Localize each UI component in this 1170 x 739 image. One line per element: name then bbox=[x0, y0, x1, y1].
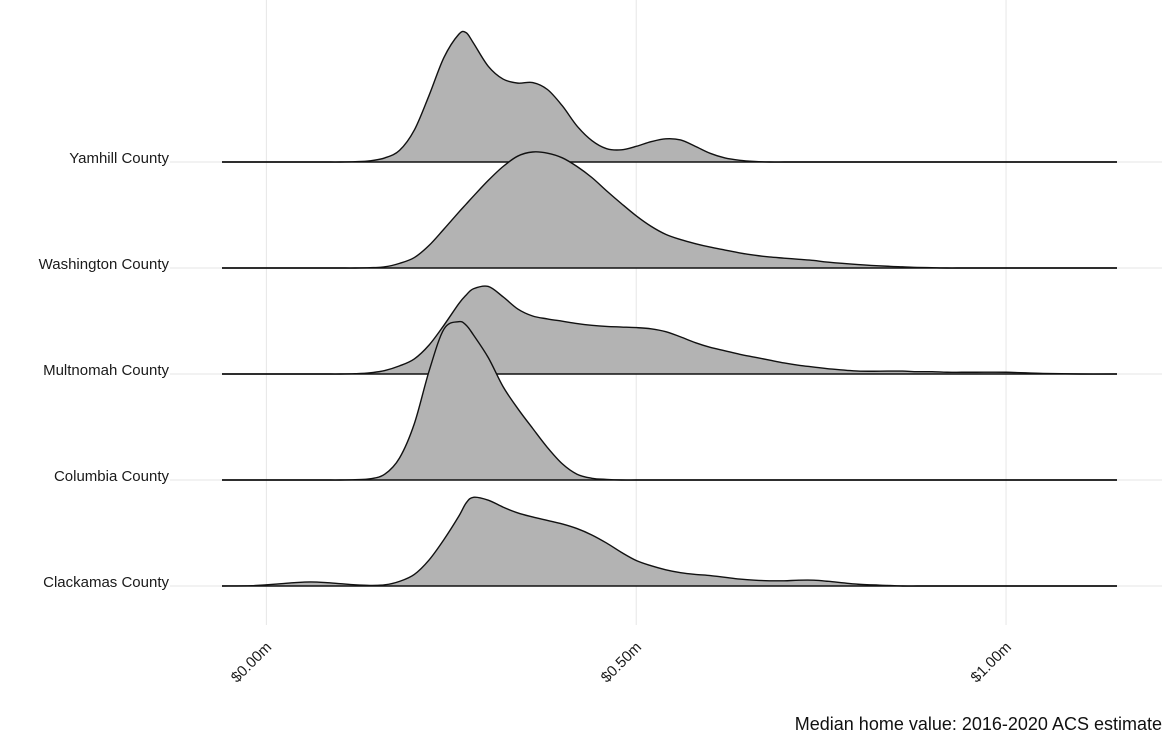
ridge-fill-washington-county bbox=[222, 151, 1117, 269]
ridge-multnomah-county bbox=[221, 285, 1118, 375]
density-ridges bbox=[221, 30, 1118, 587]
ridge-fill-clackamas-county bbox=[222, 497, 1117, 587]
ridge-columbia-county bbox=[222, 320, 1117, 481]
y-label-washington-county: Washington County bbox=[39, 256, 170, 273]
ridge-clackamas-county bbox=[221, 496, 1117, 587]
x-tick-label-1: $0.50m bbox=[598, 639, 645, 686]
x-axis-tick-labels: $0.00m $0.50m $1.00m bbox=[228, 639, 1015, 686]
ridge-fill-multnomah-county bbox=[222, 286, 1117, 375]
y-label-multnomah-county: Multnomah County bbox=[43, 362, 169, 379]
ridge-line-multnomah-county bbox=[221, 285, 1118, 375]
ridge-washington-county bbox=[222, 151, 1117, 269]
ridge-yamhill-county bbox=[222, 30, 1117, 163]
y-label-columbia-county: Columbia County bbox=[54, 468, 170, 485]
x-tick-label-2: $1.00m bbox=[967, 639, 1014, 686]
y-axis-labels: Clackamas County Columbia County Multnomah… bbox=[39, 150, 170, 591]
ridge-fill-columbia-county bbox=[222, 321, 1117, 481]
chart-caption: Median home value: 2016-2020 ACS estimat… bbox=[795, 714, 1162, 734]
vertical-gridlines bbox=[265, 0, 1007, 625]
y-label-yamhill-county: Yamhill County bbox=[69, 150, 169, 167]
ridge-fill-yamhill-county bbox=[222, 31, 1117, 163]
y-label-clackamas-county: Clackamas County bbox=[43, 574, 169, 591]
x-tick-label-0: $0.00m bbox=[228, 639, 275, 686]
